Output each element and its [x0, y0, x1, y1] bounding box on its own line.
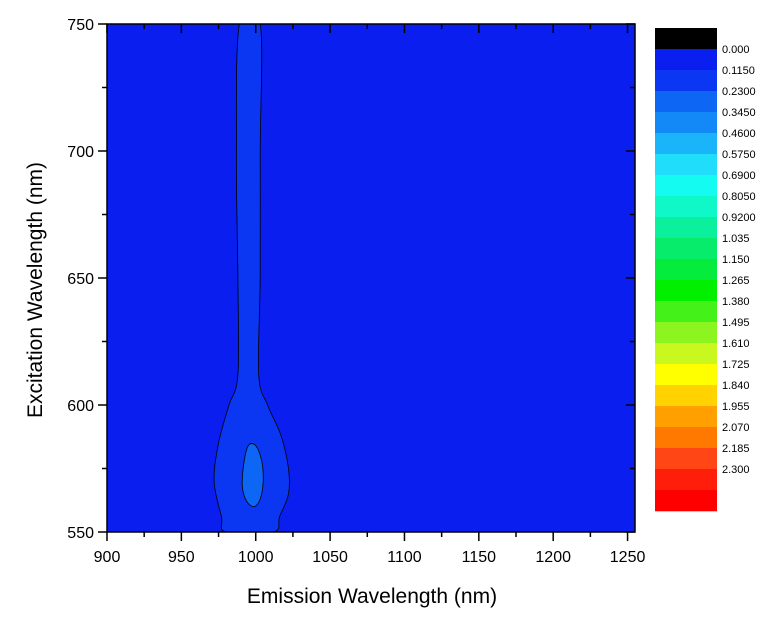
legend-label: 1.035 — [722, 233, 750, 245]
y-axis-title: Excitation Wavelength (nm) — [24, 162, 47, 418]
legend-swatch — [655, 469, 717, 491]
y-tick-label: 550 — [67, 525, 94, 542]
legend-swatch — [655, 133, 717, 155]
legend-swatch — [655, 301, 717, 323]
legend-label: 2.300 — [722, 464, 750, 476]
legend-swatch — [655, 259, 717, 281]
legend-label: 1.495 — [722, 317, 750, 329]
legend-swatch — [655, 91, 717, 113]
legend-label: 0.9200 — [722, 212, 756, 224]
legend-swatch — [655, 175, 717, 197]
legend-label: 1.840 — [722, 380, 750, 392]
legend-swatch — [655, 490, 717, 512]
legend-label: 0.2300 — [722, 86, 756, 98]
plot-background — [107, 24, 635, 532]
legend-swatch — [655, 427, 717, 449]
legend-label: 1.955 — [722, 401, 750, 413]
legend-swatch — [655, 28, 717, 50]
legend-swatch — [655, 385, 717, 407]
legend-swatch — [655, 322, 717, 344]
legend-swatch — [655, 238, 717, 260]
legend-swatch — [655, 196, 717, 218]
legend-swatch — [655, 70, 717, 92]
legend-label: 1.380 — [722, 296, 750, 308]
x-axis-title: Emission Wavelength (nm) — [247, 585, 497, 608]
legend-swatch — [655, 112, 717, 134]
legend-swatch — [655, 49, 717, 71]
color-legend: 0.000 0.1150 0.2300 0.3450 0.4600 0.5750 0.690… — [655, 28, 756, 512]
legend-label: 1.265 — [722, 275, 750, 287]
x-tick-label: 1200 — [535, 549, 571, 566]
contour-level-0.1150 — [213, 24, 290, 532]
legend-label: 1.725 — [722, 359, 750, 371]
axes: 900 950 1000 1050 1100 1150 1200 1250 550 600 650 7… — [67, 17, 645, 566]
contour-level-0.2300 — [241, 443, 264, 508]
legend-label: 0.4600 — [722, 128, 756, 140]
legend-label: 0.3450 — [722, 107, 756, 119]
y-tick-label: 600 — [67, 398, 94, 415]
x-tick-label: 1000 — [238, 549, 274, 566]
legend-label: 0.5750 — [722, 149, 756, 161]
legend-swatch — [655, 448, 717, 470]
y-tick-label: 650 — [67, 271, 94, 288]
legend-label: 1.150 — [722, 254, 750, 266]
x-tick-label: 1250 — [610, 549, 646, 566]
legend-swatch — [655, 280, 717, 302]
legend-swatch — [655, 217, 717, 239]
x-tick-label: 1100 — [387, 549, 422, 566]
legend-label: 2.070 — [722, 422, 750, 434]
legend-label: 1.610 — [722, 338, 750, 350]
legend-label: 0.1150 — [722, 65, 755, 77]
x-tick-label: 900 — [94, 549, 121, 566]
legend-label: 0.000 — [722, 44, 750, 56]
legend-label: 2.185 — [722, 443, 750, 455]
legend-swatch — [655, 406, 717, 428]
legend-swatch — [655, 364, 717, 386]
y-tick-label: 750 — [67, 17, 94, 34]
legend-label: 0.8050 — [722, 191, 756, 203]
x-tick-label: 1150 — [462, 549, 497, 566]
legend-label: 0.6900 — [722, 170, 756, 182]
plot-area — [107, 24, 635, 532]
y-tick-label: 700 — [67, 144, 94, 161]
legend-swatch — [655, 154, 717, 176]
x-tick-label: 1050 — [312, 549, 348, 566]
x-tick-label: 950 — [168, 549, 195, 566]
legend-swatch — [655, 343, 717, 365]
